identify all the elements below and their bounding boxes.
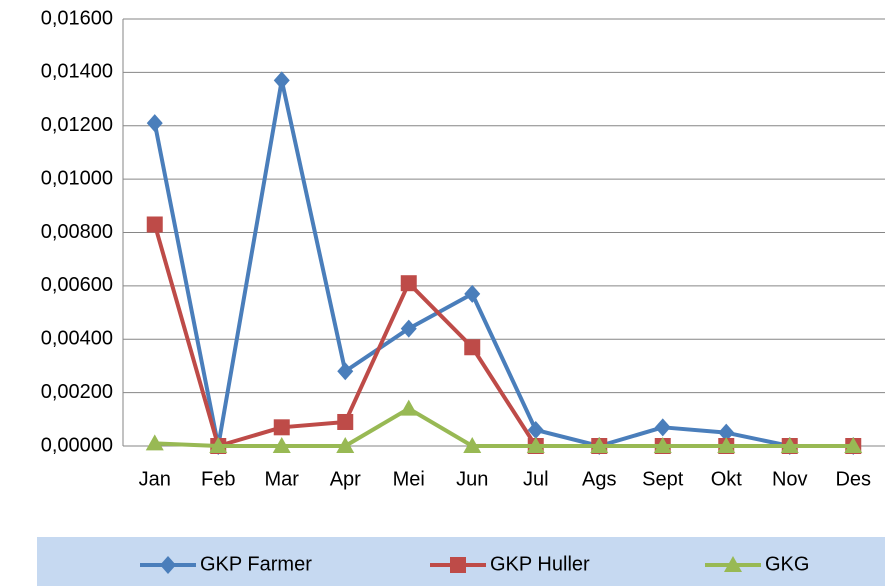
- marker: [146, 216, 163, 233]
- x-tick-label: Des: [835, 468, 871, 490]
- marker: [464, 284, 481, 303]
- y-tick-label: 0,00600: [41, 274, 113, 296]
- marker: [209, 437, 228, 453]
- x-tick-label: Apr: [330, 468, 361, 490]
- x-tick-label: Feb: [201, 468, 235, 490]
- x-tick-label: Ags: [582, 468, 616, 490]
- marker: [844, 437, 863, 453]
- marker: [780, 437, 799, 453]
- x-tick-label: Mar: [265, 468, 300, 490]
- marker: [160, 556, 176, 574]
- series-line: [154, 406, 854, 448]
- marker: [400, 319, 417, 338]
- x-tick-label: Jan: [139, 468, 171, 490]
- marker: [653, 437, 672, 453]
- x-tick-label: Mei: [393, 468, 425, 490]
- y-tick-label: 0,00400: [41, 328, 113, 350]
- x-tick-label: Sept: [642, 468, 684, 490]
- y-tick-label: 0,01400: [41, 61, 113, 83]
- marker: [145, 434, 164, 451]
- x-tick-label: Nov: [772, 468, 808, 490]
- series-line: [152, 78, 854, 448]
- legend-label: GKG: [765, 553, 809, 575]
- marker: [273, 419, 290, 436]
- y-tick-label: 0,00000: [41, 434, 113, 456]
- x-tick-label: Jun: [456, 468, 488, 490]
- marker: [724, 556, 742, 572]
- legend-label: GKP Huller: [490, 553, 590, 575]
- marker: [273, 71, 290, 90]
- marker: [527, 420, 544, 439]
- marker: [272, 437, 291, 453]
- y-tick-label: 0,01200: [41, 114, 113, 136]
- marker: [337, 413, 354, 430]
- marker: [654, 418, 671, 437]
- marker: [526, 437, 545, 453]
- marker: [146, 114, 163, 133]
- y-tick-label: 0,00200: [41, 381, 113, 403]
- x-tick-label: Jul: [523, 468, 549, 490]
- marker: [718, 423, 735, 442]
- marker: [400, 275, 417, 292]
- x-tick-label: Okt: [711, 468, 743, 490]
- marker: [336, 437, 355, 453]
- y-tick-label: 0,01600: [41, 7, 113, 29]
- marker: [590, 437, 609, 453]
- marker: [463, 437, 482, 453]
- marker: [399, 399, 418, 416]
- marker: [337, 362, 354, 381]
- y-tick-label: 0,00800: [41, 221, 113, 243]
- marker: [717, 437, 736, 453]
- legend-label: GKP Farmer: [200, 553, 312, 575]
- series-line: [152, 223, 854, 448]
- marker: [450, 557, 466, 573]
- marker: [464, 339, 481, 356]
- y-tick-label: 0,01000: [41, 167, 113, 189]
